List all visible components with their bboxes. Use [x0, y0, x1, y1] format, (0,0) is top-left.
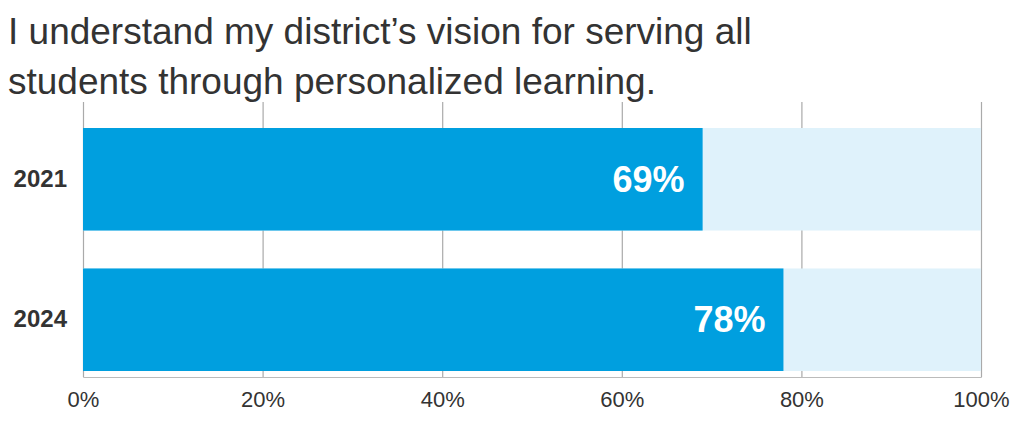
bars — [83, 128, 981, 371]
y-tick-label: 2024 — [14, 305, 68, 332]
grid-line — [981, 102, 982, 377]
data-label: 69% — [613, 159, 685, 200]
bar — [83, 268, 783, 371]
title: I understand my district’s vision for se… — [8, 11, 752, 102]
y-axis: 2021 2024 — [14, 129, 84, 372]
bar-track — [83, 268, 981, 371]
chart: I understand my district’s vision for se… — [0, 0, 1024, 435]
x-tick-label: 60% — [600, 387, 644, 412]
data-label: 78% — [693, 299, 765, 340]
data-labels: 69% 78% — [613, 159, 766, 340]
x-tick-label: 80% — [780, 387, 824, 412]
x-tick-label: 40% — [421, 387, 465, 412]
x-tick-label: 100% — [953, 387, 1009, 412]
x-axis: 0% 20% 40% 60% 80% 100% — [68, 102, 1010, 412]
bar-track — [83, 128, 981, 231]
x-tick-label: 20% — [241, 387, 285, 412]
title-line: I understand my district’s vision for se… — [8, 11, 752, 52]
y-axis-line — [83, 129, 84, 372]
x-axis-line — [84, 102, 982, 378]
y-tick: 2021 — [14, 165, 83, 192]
title-line: students through personalized learning. — [8, 61, 656, 102]
x-tick-label: 0% — [68, 387, 100, 412]
y-tick: 2024 — [14, 305, 83, 332]
y-tick-label: 2021 — [14, 165, 67, 192]
bar — [83, 128, 703, 231]
